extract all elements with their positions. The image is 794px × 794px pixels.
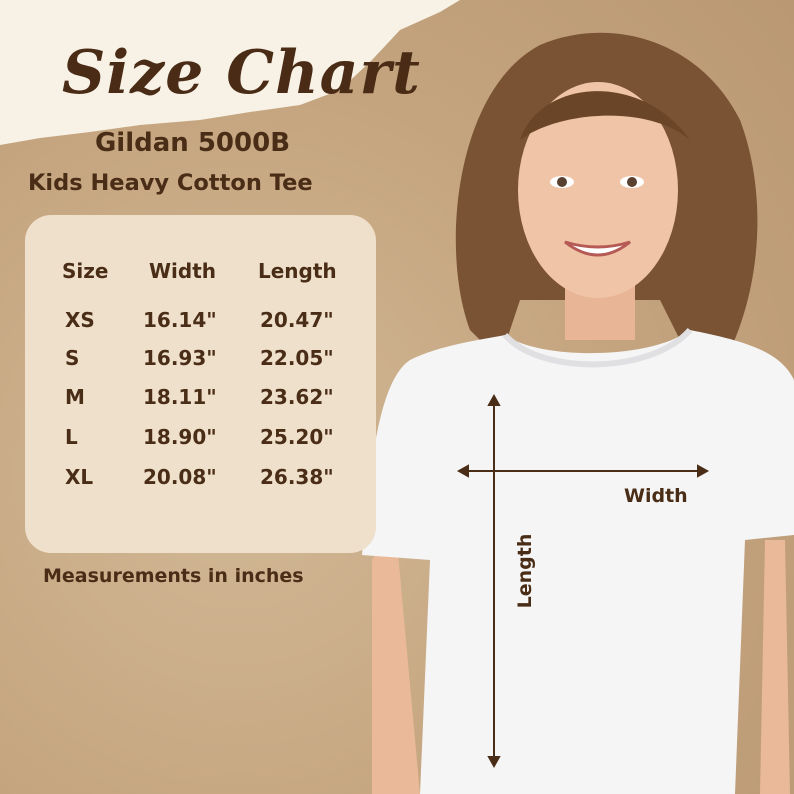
row-width: 20.08": [143, 465, 217, 489]
row-length: 26.38": [260, 465, 334, 489]
row-size: L: [65, 425, 78, 449]
header-size: Size: [62, 259, 109, 283]
product-name: Kids Heavy Cotton Tee: [28, 170, 313, 196]
row-width: 18.90": [143, 425, 217, 449]
units-note: Measurements in inches: [43, 565, 304, 587]
row-length: 22.05": [260, 346, 334, 370]
title: Size Chart: [62, 38, 421, 108]
row-length: 20.47": [260, 308, 334, 332]
row-length: 23.62": [260, 385, 334, 409]
header-width: Width: [149, 259, 217, 283]
row-width: 16.93": [143, 346, 217, 370]
row-length: 25.20": [260, 425, 334, 449]
size-table: Size Width Length XS 16.14" 20.47" S 16.…: [25, 215, 376, 553]
width-label: Width: [624, 485, 688, 507]
row-size: XS: [65, 308, 95, 332]
brand-name: Gildan 5000B: [94, 128, 291, 158]
header-length: Length: [258, 259, 337, 283]
row-size: XL: [65, 465, 94, 489]
row-width: 16.14": [143, 308, 217, 332]
length-label: Length: [514, 533, 536, 609]
row-size: S: [65, 346, 80, 370]
row-size: M: [65, 385, 85, 409]
row-width: 18.11": [143, 385, 217, 409]
measurement-arrows: [456, 393, 710, 769]
